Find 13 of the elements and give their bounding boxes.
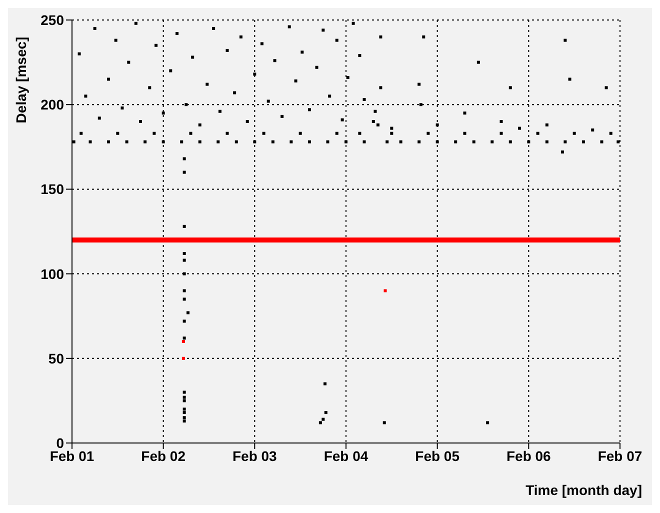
y-tick-label: 50 — [48, 350, 64, 366]
x-tick-label: Feb 07 — [598, 448, 642, 464]
x-tick-label: Feb 03 — [232, 448, 278, 464]
x-axis-title: Time [month day] — [526, 482, 642, 498]
x-tick-label: Feb 06 — [506, 448, 552, 464]
x-tick-label: Feb 02 — [141, 448, 186, 464]
y-tick-label: 200 — [40, 96, 64, 113]
y-tick-label: 100 — [40, 266, 64, 282]
y-axis-title: Delay [msec] — [12, 36, 29, 124]
y-tick-label: 150 — [40, 181, 64, 198]
x-tick-label: Feb 04 — [324, 448, 368, 464]
x-tick-label: Feb 05 — [415, 448, 460, 464]
y-tick-label: 250 — [40, 12, 64, 28]
